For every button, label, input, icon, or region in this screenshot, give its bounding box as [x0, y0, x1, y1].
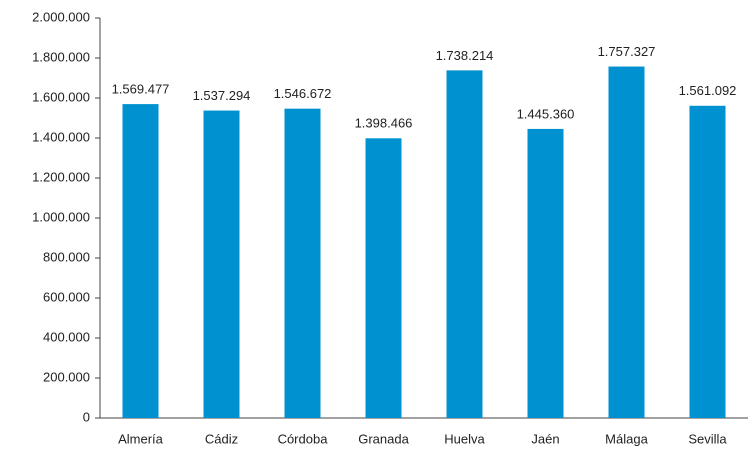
y-tick-label: 1.200.000: [32, 169, 90, 184]
y-tick-label: 1.400.000: [32, 129, 90, 144]
value-label: 1.546.672: [274, 86, 332, 101]
bar: [689, 105, 726, 418]
bar: [122, 104, 159, 418]
x-tick-label: Córdoba: [278, 431, 329, 446]
x-tick-label: Málaga: [605, 431, 648, 446]
y-tick-label: 1.000.000: [32, 209, 90, 224]
y-tick-label: 400.000: [43, 329, 90, 344]
bar: [608, 66, 645, 418]
value-label: 1.569.477: [112, 82, 170, 97]
x-tick-label: Almería: [118, 431, 164, 446]
value-label: 1.757.327: [598, 44, 656, 59]
x-tick-label: Jaén: [531, 431, 559, 446]
x-tick-label: Granada: [358, 431, 409, 446]
bar: [527, 128, 564, 419]
x-tick-label: Cádiz: [205, 431, 238, 446]
value-label: 1.537.294: [193, 88, 251, 103]
y-tick-label: 800.000: [43, 249, 90, 264]
x-tick-label: Huelva: [444, 431, 485, 446]
value-label: 1.561.092: [679, 83, 737, 98]
bar: [446, 70, 483, 418]
value-label: 1.445.360: [517, 106, 575, 121]
value-label: 1.738.214: [436, 48, 494, 63]
y-tick-label: 1.600.000: [32, 89, 90, 104]
x-tick-label: Sevilla: [688, 431, 727, 446]
bar: [365, 138, 402, 418]
bar: [284, 108, 321, 419]
value-label: 1.398.466: [355, 116, 413, 131]
y-tick-label: 600.000: [43, 289, 90, 304]
bar: [203, 110, 240, 418]
y-tick-label: 0: [83, 409, 90, 424]
y-tick-label: 2.000.000: [32, 9, 90, 24]
y-tick-label: 200.000: [43, 369, 90, 384]
y-tick-label: 1.800.000: [32, 49, 90, 64]
